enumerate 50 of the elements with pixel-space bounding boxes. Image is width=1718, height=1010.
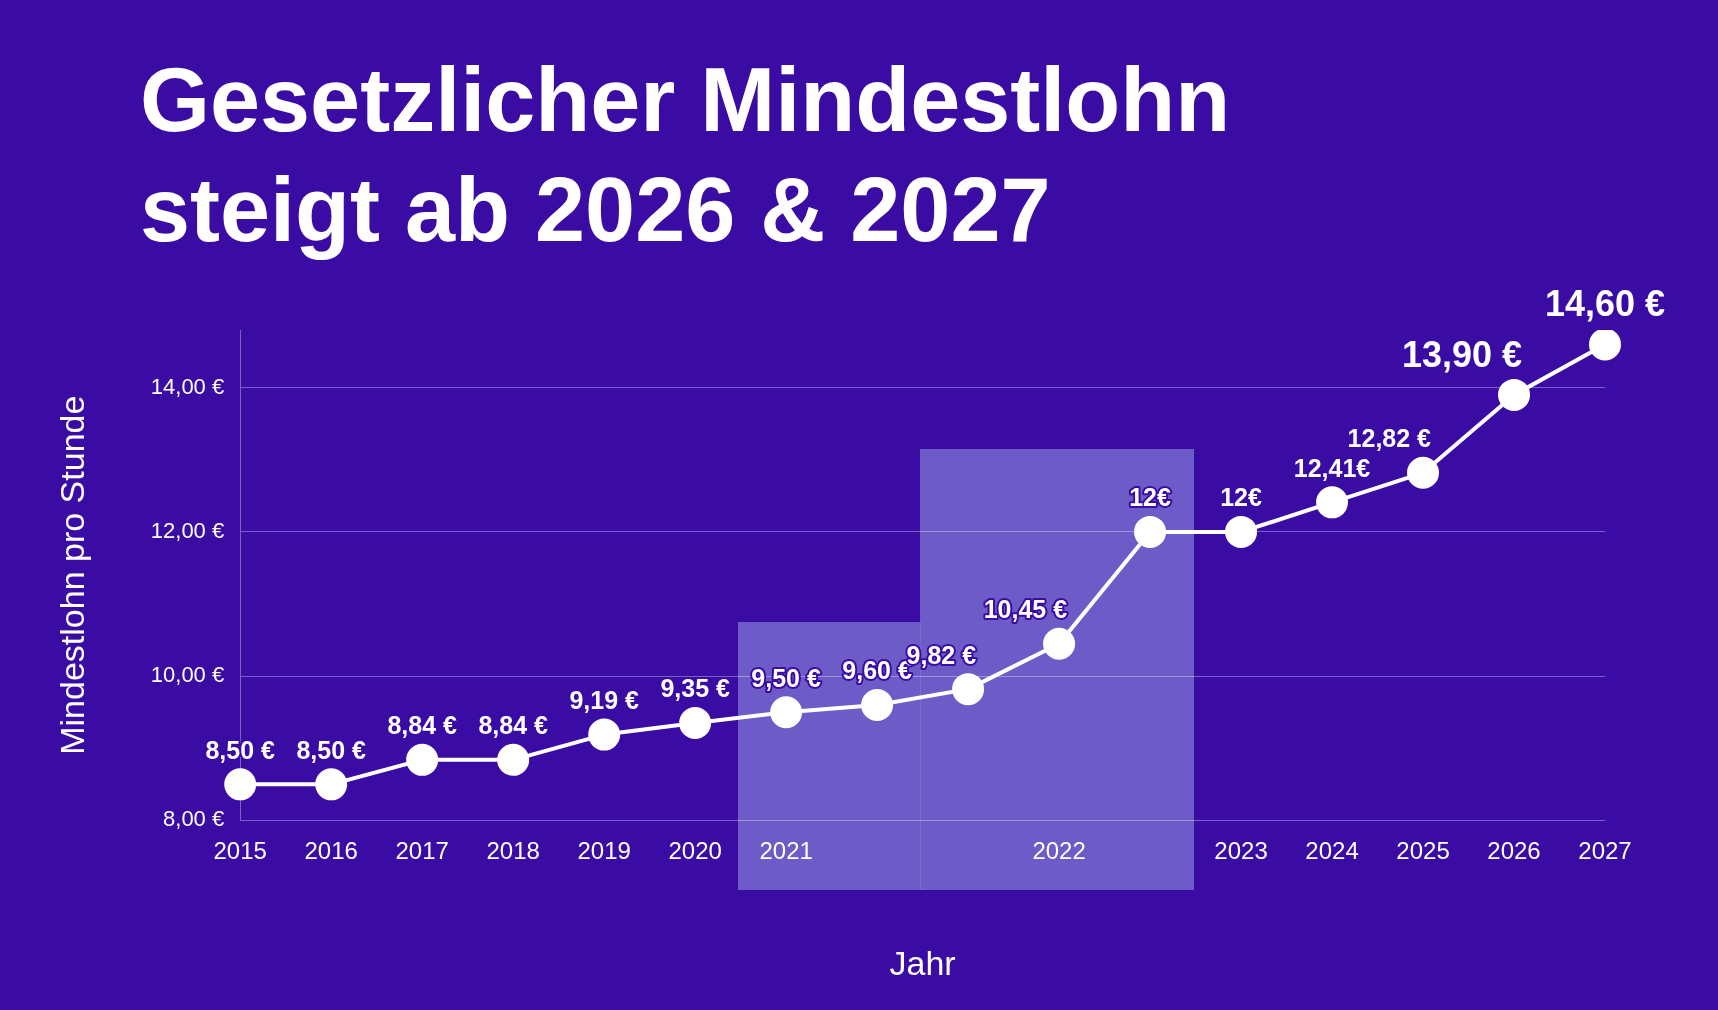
point: [679, 707, 712, 740]
data-label: 12,41€: [1293, 453, 1371, 482]
x-tick-label: 2024: [1305, 837, 1359, 865]
x-tick-label: 2018: [486, 837, 540, 865]
y-tick-label: 14,00 €: [150, 373, 225, 399]
data-label: 13,90 €: [1401, 333, 1523, 375]
data-label: 8,84 €: [387, 711, 458, 740]
point: [1498, 378, 1531, 411]
y-tick-label: 8,00 €: [163, 806, 225, 832]
data-label: 9,35 €: [660, 674, 730, 703]
x-tick-label: 2021: [759, 837, 813, 865]
x-tick-label: 2017: [395, 837, 449, 865]
point: [1407, 456, 1440, 489]
point: [315, 768, 348, 801]
x-tick-label: 2015: [213, 837, 267, 865]
data-label: 10,45 €: [983, 595, 1068, 624]
x-tick-label: 2027: [1578, 837, 1632, 865]
x-tick-label: 2019: [577, 837, 631, 865]
data-label: 8,84 €: [478, 711, 549, 740]
data-label: 8,50 €: [296, 735, 367, 764]
point: [1134, 515, 1167, 548]
data-label: 12€: [1129, 483, 1172, 512]
data-label: 14,60 €: [1544, 283, 1666, 325]
x-tick-label: 2020: [668, 837, 722, 865]
point: [1316, 486, 1349, 519]
x-tick-label: 2026: [1487, 837, 1541, 865]
point: [224, 768, 257, 801]
y-axis-title: Mindestlohn pro Stunde: [52, 395, 91, 755]
y-tick-label: 12,00 €: [150, 517, 225, 543]
data-label: 9,50 €: [751, 663, 821, 692]
data-label: 12,82 €: [1347, 424, 1432, 453]
point: [588, 718, 621, 751]
x-axis-title: Jahr: [889, 943, 956, 982]
x-tick-label: 2016: [304, 837, 358, 865]
x-tick-label: 2025: [1396, 837, 1450, 865]
x-tick-label: 2023: [1214, 837, 1268, 865]
y-tick-label: 10,00 €: [150, 662, 225, 688]
data-label: 12€: [1220, 483, 1262, 512]
point: [497, 743, 530, 776]
point: [1589, 330, 1621, 361]
data-label: 9,19 €: [569, 685, 639, 714]
point: [406, 743, 439, 776]
point: [861, 689, 894, 722]
x-tick-label: 2022: [1032, 837, 1086, 865]
point: [770, 696, 803, 729]
point: [1043, 627, 1076, 660]
point: [952, 673, 985, 706]
data-label: 8,50 €: [205, 735, 276, 764]
chart-title: Gesetzlicher Mindestlohn steigt ab 2026 & 2027: [140, 49, 1232, 262]
point: [1225, 515, 1258, 548]
